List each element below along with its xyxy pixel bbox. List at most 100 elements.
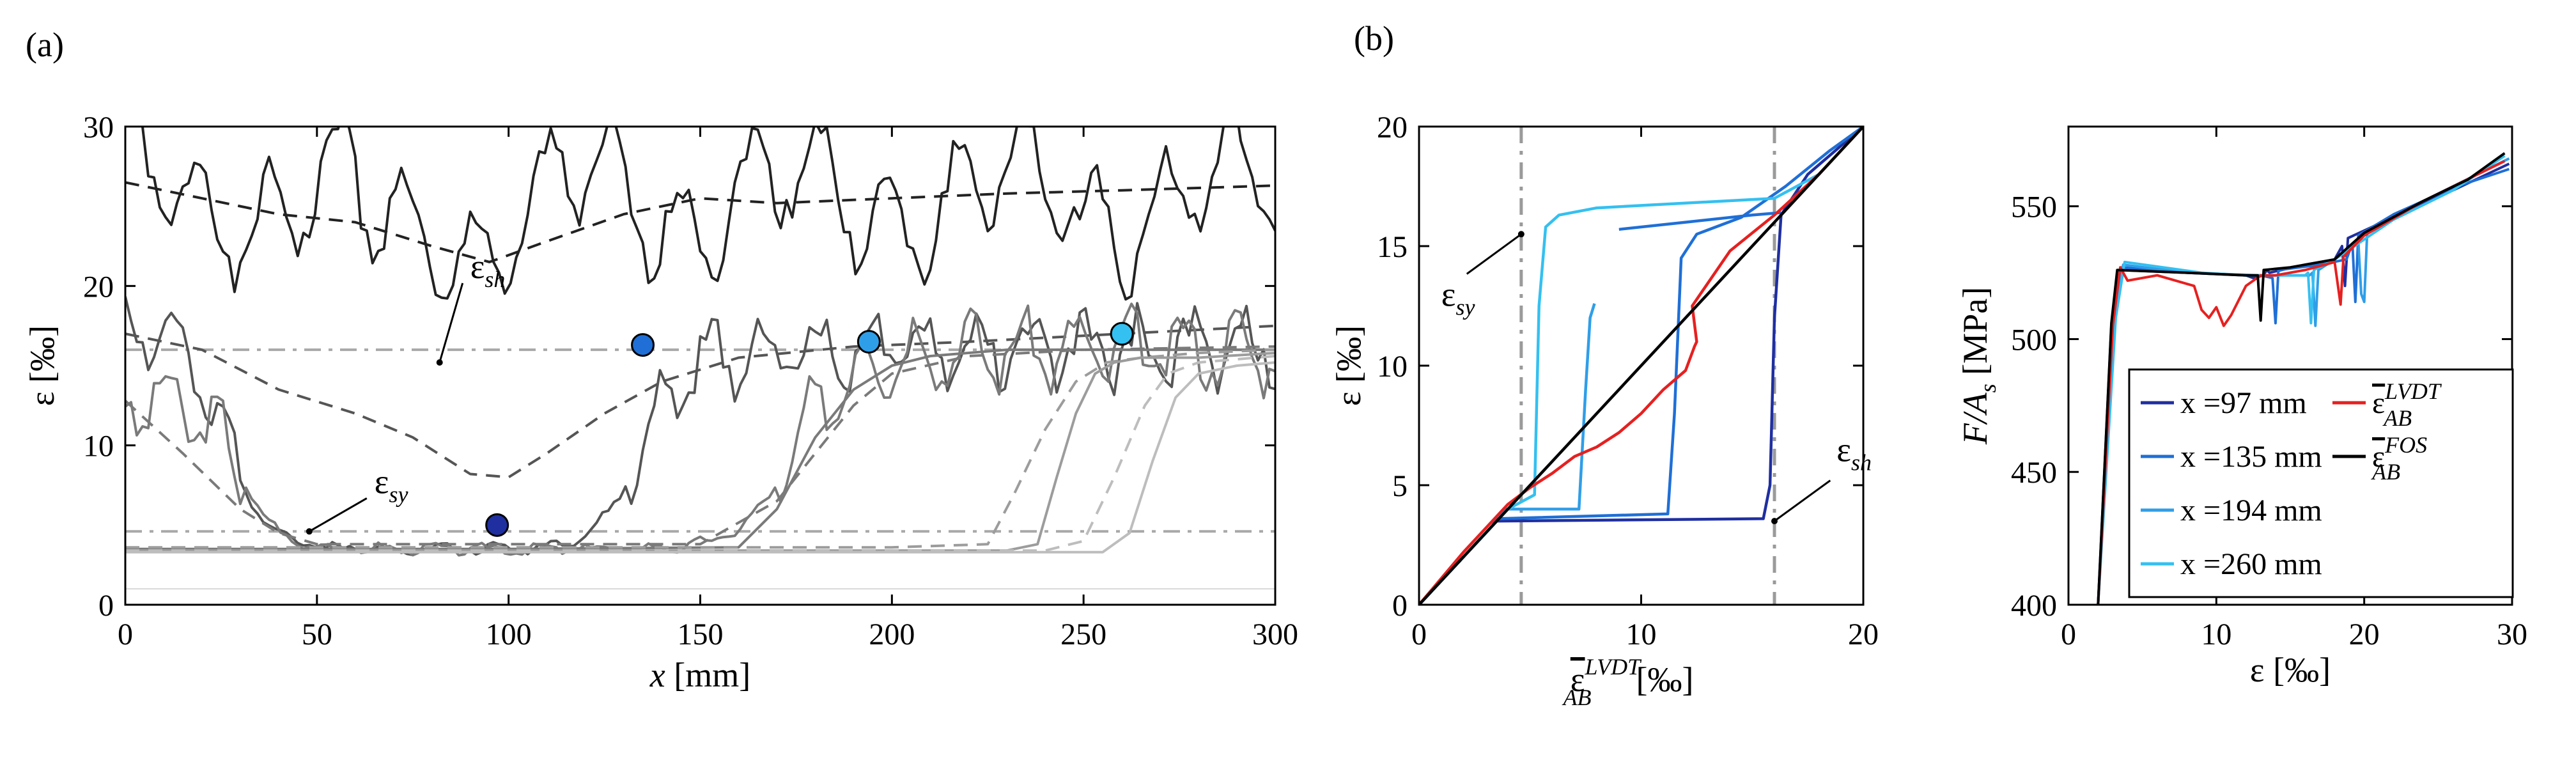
y-axis-label: ε [‰] — [23, 325, 61, 406]
annotation-subscript: sh — [485, 267, 505, 292]
y-tick-label: 550 — [2011, 190, 2057, 224]
y-tick-label: 10 — [1377, 350, 1408, 384]
legend-label: x =260 mm — [2180, 547, 2322, 581]
series-line — [1419, 127, 1863, 605]
chart-a-series — [125, 127, 1275, 590]
annotation-arrow — [1466, 233, 1522, 275]
series-line — [125, 181, 1275, 263]
chart-a-lines — [125, 127, 1275, 590]
chart-b1-axes: 0 10 20 0 5 10 15 20 εLVDT AB [‰] ε [‰] — [1330, 111, 1879, 710]
x-tick-label: 50 — [302, 618, 332, 651]
annotation-label: εsy — [375, 462, 408, 507]
series-line — [125, 345, 1275, 546]
x-axis-base: ε — [1571, 660, 1585, 699]
x-axis-label: εLVDT AB [‰] — [1562, 654, 1694, 710]
x-tick-label: 250 — [1060, 618, 1106, 651]
y-axis-unit: [MPa] — [1956, 287, 1994, 384]
y-tick-label: 500 — [2011, 323, 2057, 357]
chart-b1-series — [1419, 127, 1863, 605]
legend-box — [2128, 368, 2514, 598]
annotation-arrowhead — [1771, 518, 1778, 525]
panel-a-label: (a) — [26, 26, 64, 64]
series-line — [141, 127, 1275, 301]
annotation-arrowhead — [436, 359, 443, 366]
x-axis-var: x — [649, 656, 665, 694]
annotation-label: εsh — [1836, 431, 1872, 476]
legend-sup: LVDT — [2384, 378, 2442, 404]
chart-b2-axes: 0 10 20 30 400 450 500 550 ε [‰] F/As [MPa] — [1956, 125, 2527, 689]
chart-b1: 0 10 20 0 5 10 15 20 εLVDT AB [‰] ε [‰] εsy εsh — [1330, 111, 1879, 710]
x-tick-label: 10 — [1626, 618, 1657, 651]
x-axis-unit: [‰] — [1636, 660, 1694, 699]
y-tick-label: 0 — [1392, 589, 1408, 623]
x-axis-label: ε [‰] — [2250, 651, 2331, 689]
y-axis-base: F/A — [1956, 392, 1994, 445]
x-tick-label: 150 — [678, 618, 724, 651]
series-line — [125, 355, 1275, 552]
x-tick-label: 10 — [2201, 618, 2231, 651]
x-tick-label: 300 — [1252, 618, 1298, 651]
annotation-arrow — [309, 497, 368, 533]
legend-base: ε — [2372, 386, 2385, 420]
x-tick-label: 0 — [2061, 618, 2076, 651]
y-tick-label: 30 — [83, 111, 114, 144]
x-tick-label: 200 — [869, 618, 915, 651]
data-marker — [631, 333, 655, 357]
y-tick-label: 20 — [83, 270, 114, 304]
chart-a-axes: 0 50 100 150 200 250 300 0 10 20 30 x [mm] ε [‰] — [23, 111, 1298, 694]
legend-label: x =135 mm — [2180, 440, 2322, 474]
legend-sup: FOS — [2384, 432, 2427, 458]
x-tick-label: 30 — [2497, 618, 2527, 651]
annotation-subscript: sh — [1851, 450, 1872, 476]
series-line — [125, 348, 1275, 549]
legend-sub: AB — [2382, 405, 2412, 431]
chart-a-annotations: εsh εsy — [306, 247, 1134, 537]
series-line — [125, 361, 1275, 554]
x-axis-unit: [mm] — [665, 656, 750, 694]
x-axis-sub: AB — [1562, 685, 1592, 710]
series-line — [1618, 211, 1781, 231]
y-axis-label: ε [‰] — [1330, 325, 1368, 406]
annotation-label: εsh — [470, 247, 506, 292]
data-marker — [1110, 322, 1134, 346]
series-line — [1419, 127, 1863, 605]
annotation-arrowhead — [306, 528, 313, 535]
y-tick-label: 15 — [1377, 230, 1408, 264]
chart-b2-series — [2097, 152, 2510, 605]
legend-label: x =97 mm — [2180, 386, 2307, 420]
chart-b2: 0 10 20 30 400 450 500 550 ε [‰] F/As [MPa] x =97… — [1956, 125, 2527, 689]
y-axis-label: F/As [MPa] — [1956, 287, 2001, 445]
annotation-subscript: sy — [1455, 295, 1475, 320]
series-line — [2097, 157, 2510, 605]
series-line — [125, 352, 1275, 552]
chart-b2-legend: x =97 mm x =135 mm x =194 mm x =260 mm εLVDT… — [2128, 368, 2514, 598]
x-axis-sup: LVDT — [1584, 654, 1642, 680]
legend-label: x =194 mm — [2180, 494, 2322, 527]
panel-b-label: (b) — [1354, 19, 1394, 58]
annotation-arrow — [1774, 479, 1831, 522]
chart-b1-lines — [1419, 127, 1863, 605]
x-tick-label: 100 — [486, 618, 532, 651]
annotation-arrow — [438, 283, 464, 363]
chart-b2-lines — [2097, 152, 2510, 605]
x-tick-label: 0 — [1411, 618, 1427, 651]
plot-frame — [2067, 125, 2513, 606]
y-tick-label: 5 — [1392, 469, 1408, 503]
y-tick-label: 20 — [1377, 111, 1408, 144]
y-tick-label: 10 — [83, 430, 114, 463]
series-line — [1419, 303, 1596, 605]
y-tick-label: 0 — [98, 589, 114, 623]
data-marker — [485, 513, 509, 537]
legend-sub: AB — [2371, 459, 2400, 485]
x-tick-label: 20 — [1848, 618, 1879, 651]
annotation-subscript: sy — [389, 481, 408, 507]
series-line — [125, 324, 1275, 479]
annotation-arrowhead — [1517, 231, 1525, 238]
y-tick-label: 400 — [2011, 589, 2057, 623]
annotation-label: εsy — [1441, 276, 1475, 320]
x-axis-label: x [mm] — [649, 656, 750, 694]
legend-label: εLVDT AB — [2372, 378, 2442, 431]
series-line — [125, 348, 1275, 550]
y-tick-label: 450 — [2011, 456, 2057, 490]
